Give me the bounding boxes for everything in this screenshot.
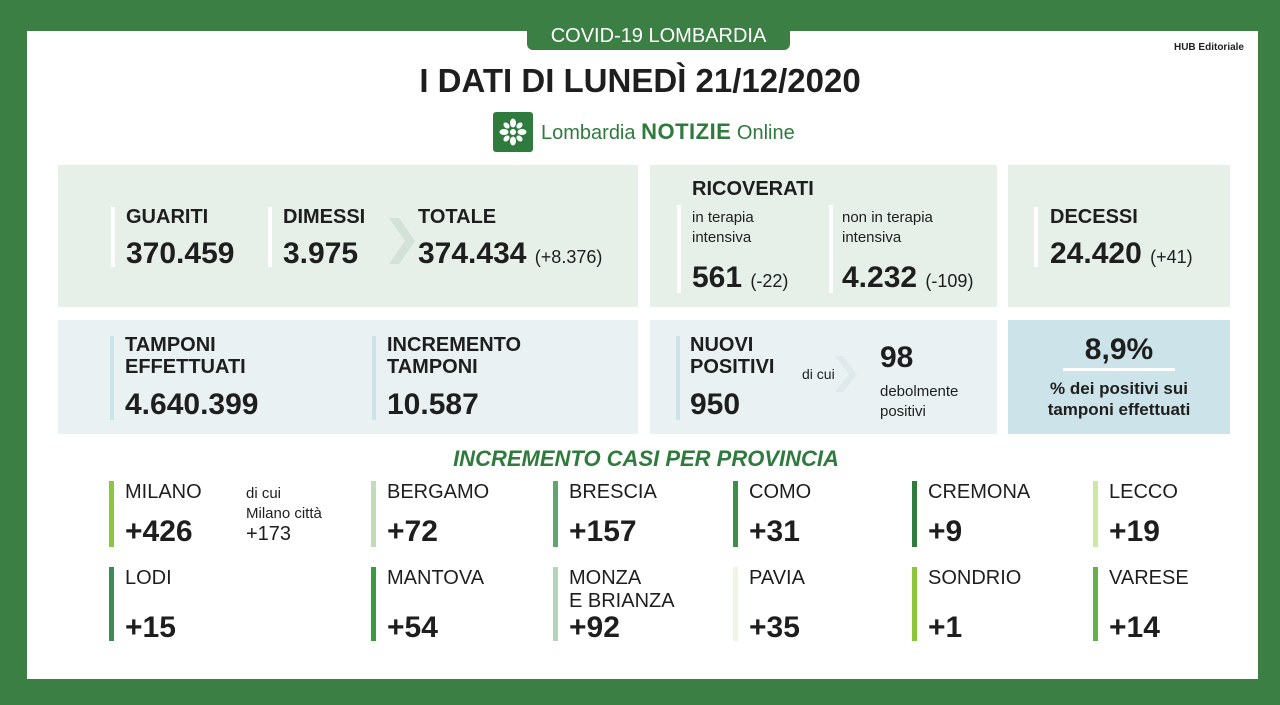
nuovi-label: NUOVI POSITIVI xyxy=(690,334,775,378)
province-color-bar xyxy=(109,567,114,641)
di-cui-label: di cui xyxy=(802,366,835,382)
ricoverati-label: RICOVERATI xyxy=(692,178,814,200)
province-name: MILANO xyxy=(125,481,202,503)
divider xyxy=(110,336,114,420)
province-value: +15 xyxy=(125,611,176,644)
province-value: +31 xyxy=(749,515,800,548)
province-value: +92 xyxy=(569,611,620,644)
tests-panel xyxy=(58,320,638,434)
province-name: COMO xyxy=(749,481,812,503)
divider xyxy=(372,336,376,420)
ti-label: in terapia intensiva xyxy=(692,209,754,246)
province-name: MONZA xyxy=(569,567,642,589)
province-name: LODI xyxy=(125,567,172,589)
divider xyxy=(1034,207,1038,267)
decessi-value: 24.420 (+41) xyxy=(1050,237,1193,270)
incremento-label: INCREMENTO TAMPONI xyxy=(387,334,522,378)
province-value: +35 xyxy=(749,611,800,644)
ti-delta: (-22) xyxy=(750,271,789,291)
dimessi-value: 3.975 xyxy=(283,237,359,270)
debol-label: debolmente positivi xyxy=(880,383,959,420)
province-color-bar xyxy=(1093,567,1098,641)
milano-citta: di cui Milano città +173 xyxy=(246,485,322,545)
province-color-bar xyxy=(371,567,376,641)
page-title: I DATI DI LUNEDÌ 21/12/2020 xyxy=(419,62,861,99)
province-value: +157 xyxy=(569,515,637,548)
dimessi-label: DIMESSI xyxy=(283,206,366,228)
province-name: VARESE xyxy=(1109,567,1189,589)
recovered-panel xyxy=(58,165,638,307)
province-name: LECCO xyxy=(1109,481,1178,503)
province-color-bar xyxy=(912,567,917,641)
province-value: +19 xyxy=(1109,515,1160,548)
debol-value: 98 xyxy=(880,341,914,374)
province-color-bar xyxy=(553,567,558,641)
province-color-bar xyxy=(912,481,917,547)
province-value: +72 xyxy=(387,515,438,548)
province-name: BERGAMO xyxy=(387,481,490,503)
nti-value: 4.232 (-109) xyxy=(842,261,974,294)
chevron-right-icon xyxy=(835,356,857,392)
province-value: +54 xyxy=(387,611,438,644)
totale-label: TOTALE xyxy=(418,206,497,228)
guariti-label: GUARITI xyxy=(126,206,209,228)
province-color-bar xyxy=(1093,481,1098,547)
divider xyxy=(677,205,681,293)
guariti-value: 370.459 xyxy=(126,237,235,270)
positivity-value: 8,9% xyxy=(1084,333,1154,366)
positivity-label: % dei positivi sui tamponi effettuati xyxy=(1047,379,1191,419)
lombardia-notizie-logo[interactable]: Lombardia NOTIZIE Online xyxy=(493,112,795,152)
province-value: +9 xyxy=(928,515,963,548)
decessi-label: DECESSI xyxy=(1050,206,1138,228)
province-name: CREMONA xyxy=(928,481,1031,503)
province-name: MANTOVA xyxy=(387,567,485,589)
lombardia-rose-icon xyxy=(493,112,533,152)
tamponi-label: TAMPONI EFFETTUATI xyxy=(125,334,246,378)
divider xyxy=(1063,368,1175,371)
province-value: +426 xyxy=(125,515,193,548)
province-name: E BRIANZA xyxy=(569,590,675,612)
divider xyxy=(268,207,272,267)
tamponi-value: 4.640.399 xyxy=(125,388,259,421)
ti-value: 561 (-22) xyxy=(692,261,789,294)
publisher-label: HUB Editoriale xyxy=(1173,42,1244,53)
nti-delta: (-109) xyxy=(925,271,974,291)
divider xyxy=(111,207,115,267)
province-color-bar xyxy=(733,481,738,547)
province-color-bar xyxy=(733,567,738,641)
totale-value: 374.434 (+8.376) xyxy=(418,237,603,270)
province-name: BRESCIA xyxy=(569,481,657,503)
decessi-delta: (+41) xyxy=(1150,247,1193,267)
province-value: +1 xyxy=(928,611,963,644)
province-color-bar xyxy=(553,481,558,547)
divider xyxy=(676,336,680,420)
incremento-value: 10.587 xyxy=(387,388,479,421)
nuovi-value: 950 xyxy=(690,388,741,421)
province-value: +14 xyxy=(1109,611,1160,644)
logo-wordmark: Lombardia NOTIZIE Online xyxy=(541,119,795,144)
new-positives-panel xyxy=(650,320,997,434)
province-name: SONDRIO xyxy=(928,567,1022,589)
nti-label: non in terapia intensiva xyxy=(842,209,933,246)
province-color-bar xyxy=(371,481,376,547)
province-color-bar xyxy=(109,481,114,547)
header-badge: COVID-19 LOMBARDIA xyxy=(527,22,790,50)
positivity-panel xyxy=(1008,320,1230,434)
deaths-panel xyxy=(1008,165,1230,307)
totale-delta: (+8.376) xyxy=(534,247,603,267)
province-title: INCREMENTO CASI PER PROVINCIA xyxy=(453,446,839,471)
chevron-right-icon xyxy=(389,218,415,264)
province-name: PAVIA xyxy=(749,567,805,589)
divider xyxy=(829,205,833,293)
hospitalized-panel xyxy=(650,165,997,307)
